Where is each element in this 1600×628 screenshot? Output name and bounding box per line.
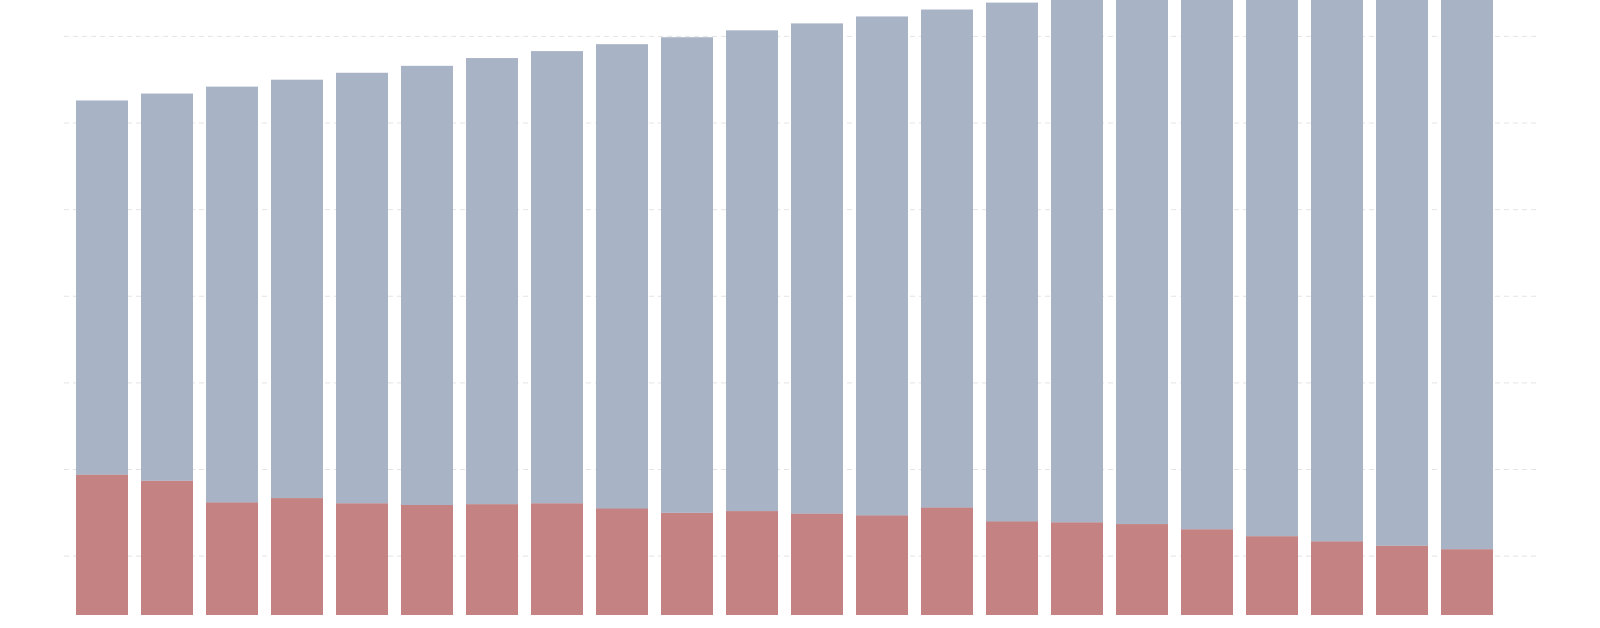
bar-segment [271,498,323,615]
bar-segment [401,65,453,505]
bar-segment [1246,0,1298,537]
bar-segment [856,515,908,615]
bar-segment [1051,0,1103,523]
bar-segment [76,474,128,615]
bar-segment [531,503,583,615]
bar-segment [1246,536,1298,615]
bar-segment [141,480,193,615]
bar-segment [466,58,518,505]
bar-segment [921,9,973,508]
bar-segment [661,37,713,513]
bar-segment [1376,0,1428,546]
bar-segment [1441,549,1493,615]
bar-segment [791,23,843,514]
bar-segment [271,79,323,499]
bar-segment [856,16,908,516]
bar-segment [1116,524,1168,615]
bar-segment [1376,545,1428,615]
bar-segment [1441,0,1493,550]
bar-segment [1311,0,1363,542]
bar-segment [661,512,713,615]
bar-segment [921,507,973,615]
bar-segment [76,100,128,475]
bar-segment [531,51,583,504]
bar-segment [726,30,778,512]
bar-segment [596,44,648,509]
bar-segment [596,508,648,615]
bar-segment [986,521,1038,615]
bar-segment [1051,522,1103,615]
bar-segment [1181,0,1233,530]
bar-segment [1116,0,1168,525]
bar-segment [206,86,258,503]
bar-segment [791,513,843,615]
bar-segment [141,93,193,481]
bar-segment [206,502,258,615]
bar-segment [336,72,388,504]
bar-segment [401,504,453,615]
bar-segment [726,511,778,615]
bar-segment [336,503,388,615]
bar-segment [1311,541,1363,615]
bar-segment [986,2,1038,522]
bar-segment [466,504,518,615]
bar-segment [1181,529,1233,615]
